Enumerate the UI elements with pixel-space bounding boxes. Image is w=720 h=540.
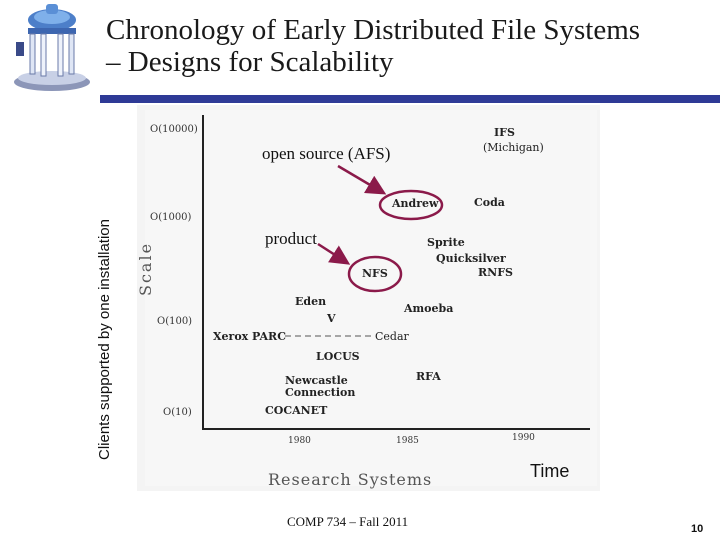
slide-title: Chronology of Early Distributed File Sys… [106, 14, 706, 78]
system-newcastle: Newcastle [285, 374, 348, 387]
figure-y-axis [202, 115, 204, 430]
old-well-logo-icon [14, 4, 90, 91]
y-tick-10: O(10) [163, 407, 192, 418]
system-ifs-sub: (Michigan) [483, 141, 544, 154]
y-tick-100: O(100) [157, 316, 193, 327]
system-ifs: IFS [494, 126, 515, 139]
system-andrew: Andrew [392, 197, 439, 210]
annotation-open-source: open source (AFS) [262, 144, 391, 163]
annotation-product: product [265, 229, 317, 248]
title-line-2: – Designs for Scalability [106, 46, 394, 78]
x-tick-1985: 1985 [396, 436, 419, 446]
research-systems-label: Research Systems [268, 470, 433, 489]
system-amoeba: Amoeba [404, 302, 454, 315]
title-divider [100, 95, 720, 103]
nfs-highlight [347, 255, 403, 293]
x-axis-label: Time [530, 461, 570, 481]
system-sprite: Sprite [427, 236, 465, 249]
title-line-1: Chronology of Early Distributed File Sys… [106, 14, 641, 46]
system-newcastle-connection: Connection [285, 386, 356, 399]
y-tick-1000: O(1000) [150, 212, 192, 223]
figure-x-axis [202, 428, 590, 430]
slide-footer: COMP 734 – Fall 2011 [287, 514, 409, 529]
system-coda: Coda [474, 196, 505, 209]
figure-inner [145, 110, 597, 486]
x-tick-1980: 1980 [288, 436, 311, 446]
product-arrow [317, 242, 351, 265]
system-v: V [327, 312, 336, 325]
system-eden: Eden [295, 295, 327, 308]
x-tick-1990: 1990 [512, 433, 535, 443]
system-cocanet: COCANET [265, 404, 328, 417]
system-rfa: RFA [416, 370, 441, 383]
afs-arrow [337, 164, 387, 195]
system-cedar: Cedar [375, 330, 409, 343]
page-number: 10 [691, 523, 704, 535]
system-nfs: NFS [362, 267, 388, 280]
system-xerox-parc: Xerox PARC [213, 330, 286, 343]
system-quicksilver: Quicksilver [436, 252, 506, 265]
system-locus: LOCUS [316, 350, 360, 363]
andrew-highlight [378, 189, 444, 221]
y-tick-10000: O(10000) [150, 124, 198, 135]
system-rnfs: RNFS [478, 266, 513, 279]
